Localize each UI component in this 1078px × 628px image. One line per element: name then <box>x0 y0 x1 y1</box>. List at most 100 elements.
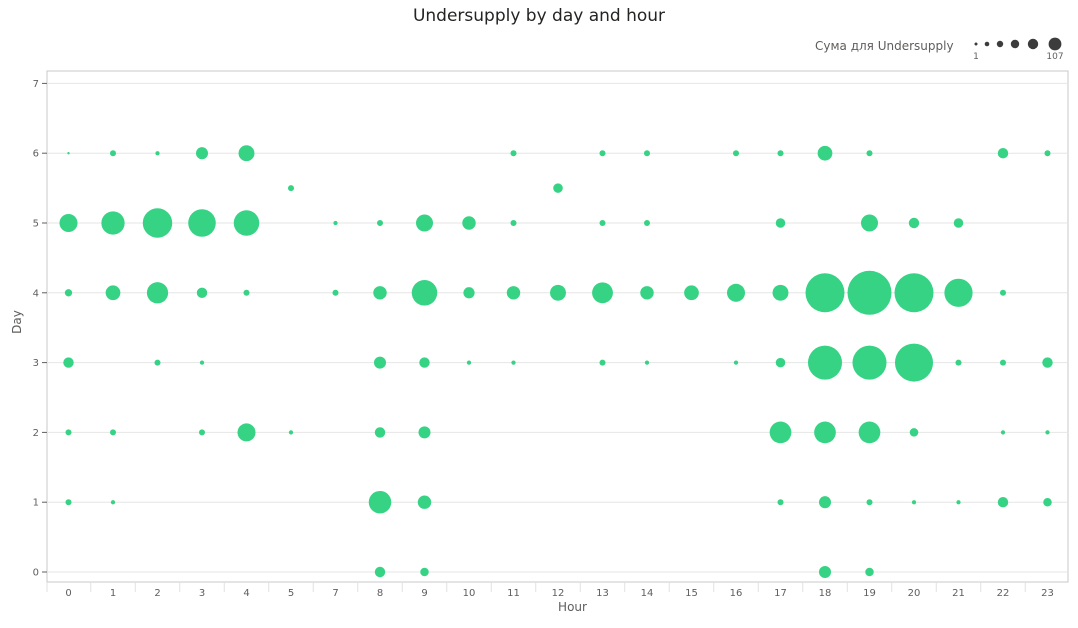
data-point <box>775 357 786 368</box>
data-point <box>777 499 784 506</box>
data-point <box>199 360 205 365</box>
data-point <box>599 219 606 227</box>
data-point <box>1043 497 1052 507</box>
data-point <box>599 150 606 157</box>
data-point <box>188 209 216 237</box>
data-point <box>65 429 72 436</box>
data-point <box>860 214 879 232</box>
data-point <box>643 150 651 157</box>
data-point <box>733 360 739 365</box>
data-point <box>462 216 476 230</box>
x-tick-label: 9 <box>421 588 427 599</box>
data-point <box>109 429 117 436</box>
data-point <box>894 273 934 313</box>
data-point <box>726 283 746 302</box>
legend-size-dot <box>1027 38 1039 50</box>
data-point <box>955 359 962 366</box>
data-point <box>818 496 832 509</box>
data-point <box>956 500 961 505</box>
data-point <box>146 282 169 304</box>
legend-size-dot <box>1010 39 1020 49</box>
y-tick-label: 3 <box>33 358 39 369</box>
data-point <box>1045 430 1050 435</box>
data-point <box>769 421 792 444</box>
x-tick-label: 19 <box>863 588 876 599</box>
x-tick-label: 11 <box>507 588 520 599</box>
data-point <box>196 287 208 299</box>
data-point <box>233 210 260 236</box>
x-tick-label: 14 <box>641 588 654 599</box>
x-tick-label: 2 <box>154 588 160 599</box>
data-point <box>238 145 255 162</box>
data-point <box>67 152 70 155</box>
data-point <box>420 567 429 577</box>
x-tick-label: 17 <box>774 588 787 599</box>
data-point <box>817 145 833 161</box>
data-point <box>373 286 387 300</box>
data-point <box>1000 430 1006 435</box>
data-point <box>818 565 832 579</box>
x-axis-title: Hour <box>558 600 587 614</box>
y-tick-label: 1 <box>33 498 39 509</box>
data-point <box>807 345 843 380</box>
y-axis-title: Day <box>10 310 24 334</box>
data-point <box>110 500 116 505</box>
x-tick-label: 13 <box>596 588 609 599</box>
data-point <box>599 359 606 366</box>
legend-max-label: 107 <box>1046 52 1063 62</box>
data-point <box>195 147 209 160</box>
data-point <box>909 428 919 437</box>
data-point <box>374 566 386 578</box>
legend-size-dot <box>984 41 990 47</box>
data-point <box>911 500 917 505</box>
data-point <box>506 286 521 300</box>
data-point <box>463 287 475 299</box>
data-point <box>411 280 438 306</box>
x-tick-label: 0 <box>65 588 71 599</box>
data-point <box>865 567 874 577</box>
data-point <box>417 495 432 509</box>
data-point <box>777 150 784 157</box>
data-point <box>109 150 117 157</box>
data-point <box>237 423 256 442</box>
x-tick-label: 10 <box>463 588 476 599</box>
x-tick-label: 7 <box>332 588 338 599</box>
y-tick-label: 2 <box>33 428 39 439</box>
legend-size-dot <box>1048 37 1062 51</box>
data-point <box>418 426 431 439</box>
data-point <box>154 359 161 366</box>
legend-size-dot <box>974 42 978 46</box>
data-point <box>805 273 845 313</box>
data-point <box>65 499 72 506</box>
data-point <box>374 427 386 438</box>
data-point <box>332 289 339 296</box>
x-tick-label: 22 <box>997 588 1010 599</box>
x-tick-label: 1 <box>110 588 116 599</box>
data-point <box>643 219 651 227</box>
data-point <box>63 357 74 368</box>
data-point <box>1044 150 1051 157</box>
x-tick-label: 23 <box>1041 588 1054 599</box>
data-point <box>999 289 1007 296</box>
legend-title: Сума для Undersupply <box>815 39 954 53</box>
data-point <box>999 359 1007 366</box>
data-point <box>866 499 873 506</box>
data-point <box>415 214 434 232</box>
data-point <box>155 151 160 156</box>
data-point <box>550 284 566 301</box>
data-point <box>419 357 430 368</box>
x-tick-label: 4 <box>243 588 249 599</box>
data-point <box>894 343 934 382</box>
data-point <box>553 183 563 193</box>
data-point <box>944 278 973 307</box>
x-tick-label: 8 <box>377 588 383 599</box>
data-point <box>640 286 654 300</box>
legend-min-label: 1 <box>973 52 979 62</box>
data-point <box>510 219 517 227</box>
data-point <box>684 285 699 301</box>
plot-frame <box>46 70 1069 583</box>
data-point <box>775 218 786 228</box>
x-tick-label: 5 <box>288 588 294 599</box>
data-point <box>511 360 516 365</box>
